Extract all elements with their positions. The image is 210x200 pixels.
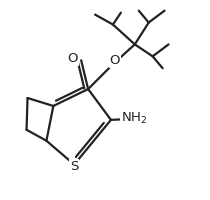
Text: S: S: [70, 160, 78, 173]
Text: O: O: [67, 52, 77, 65]
Text: O: O: [110, 54, 120, 67]
Text: NH$_2$: NH$_2$: [121, 111, 147, 126]
